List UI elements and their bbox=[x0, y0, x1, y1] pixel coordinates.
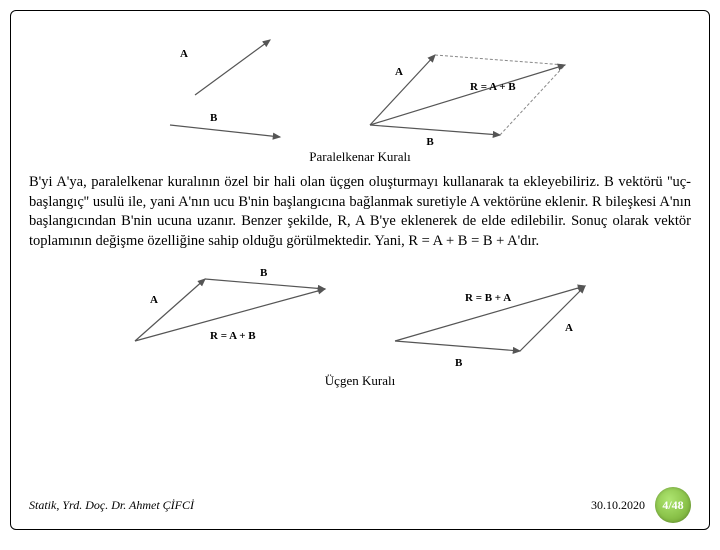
slide-footer: Statik, Yrd. Doç. Dr. Ahmet ÇİFCİ 30.10.… bbox=[29, 487, 691, 523]
footer-right: 30.10.2020 4/48 bbox=[591, 487, 691, 523]
figure-parallelogram: A B A B R = A + B bbox=[29, 25, 691, 145]
label-A: A bbox=[150, 294, 158, 306]
label-R: R = A + B bbox=[210, 330, 256, 342]
page-number-badge: 4/48 bbox=[655, 487, 691, 523]
label-B: B bbox=[426, 136, 434, 145]
label-B: B bbox=[455, 357, 463, 369]
fig2-right: B A R = B + A bbox=[375, 261, 605, 371]
fig2-left: A B R = A + B bbox=[115, 261, 345, 371]
fig1-caption: Paralelkenar Kuralı bbox=[29, 149, 691, 165]
footer-date: 30.10.2020 bbox=[591, 498, 645, 513]
fig2-caption: Üçgen Kuralı bbox=[29, 373, 691, 389]
fig1-left: A B bbox=[140, 25, 310, 145]
fig1-right: A B R = A + B bbox=[350, 25, 580, 145]
label-B: B bbox=[210, 112, 218, 124]
slide-page: A B A B R = A + B Para bbox=[10, 10, 710, 530]
figure-triangle: A B R = A + B B A R = B + A bbox=[29, 261, 691, 371]
label-A: A bbox=[395, 66, 403, 78]
label-B: B bbox=[260, 267, 268, 279]
label-A: A bbox=[565, 322, 573, 334]
label-A: A bbox=[180, 48, 188, 60]
label-R: R = B + A bbox=[465, 292, 511, 304]
footer-course: Statik, Yrd. Doç. Dr. Ahmet ÇİFCİ bbox=[29, 498, 194, 513]
label-R: R = A + B bbox=[470, 81, 516, 93]
body-paragraph: B'yi A'ya, paralelkenar kuralının özel b… bbox=[29, 173, 691, 251]
